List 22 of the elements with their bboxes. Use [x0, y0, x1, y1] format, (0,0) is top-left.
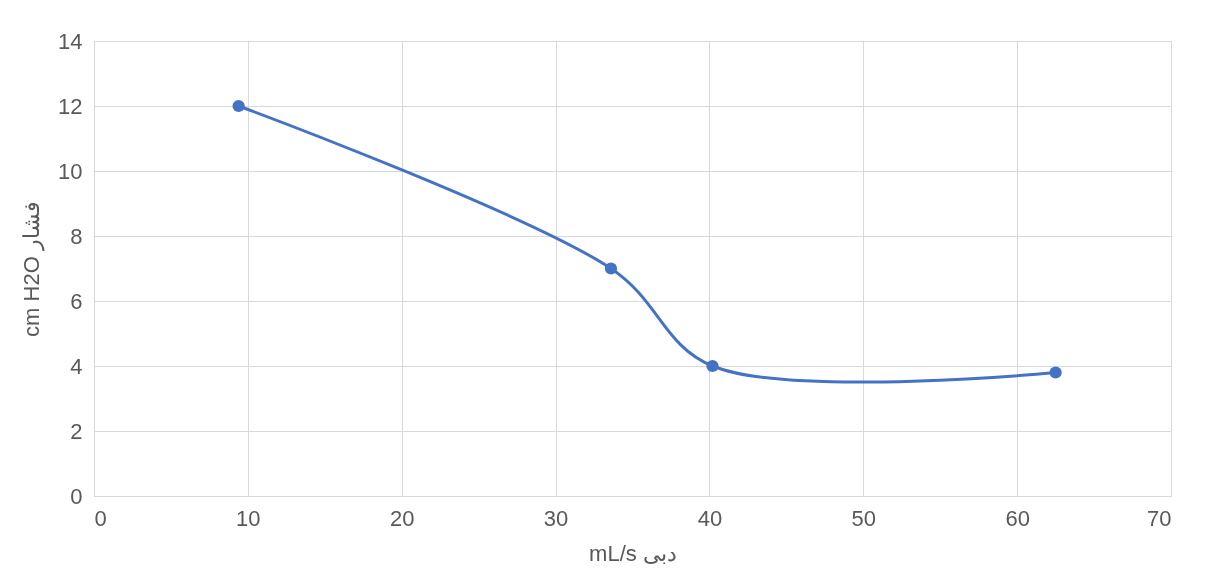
x-axis-title: mL/s دبی [589, 540, 677, 566]
point [604, 262, 618, 275]
x-tick-label: 0 [94, 505, 107, 531]
y-tick-label: 4 [70, 353, 83, 379]
x-tick-label: 40 [697, 505, 723, 531]
point [706, 359, 719, 373]
y-tick-label: 12 [58, 93, 83, 119]
x-tick-label: 30 [543, 505, 569, 531]
x-tick-label: 50 [851, 505, 877, 531]
y-tick-label: 6 [70, 288, 83, 314]
x-tick-label: 20 [389, 505, 415, 531]
x-tick-label: 70 [1147, 505, 1172, 531]
y-tick-label: 0 [70, 483, 83, 509]
y-tick-label: 14 [58, 28, 83, 54]
point [232, 99, 245, 113]
point [1049, 366, 1062, 379]
y-axis-title: cm H2O فشار [19, 201, 46, 337]
x-tick-label: 10 [236, 505, 261, 531]
y-tick-label: 10 [58, 158, 83, 184]
y-tick-label: 2 [70, 418, 83, 444]
x-tick-label: 60 [1005, 505, 1030, 531]
y-tick-label: 8 [70, 223, 83, 249]
